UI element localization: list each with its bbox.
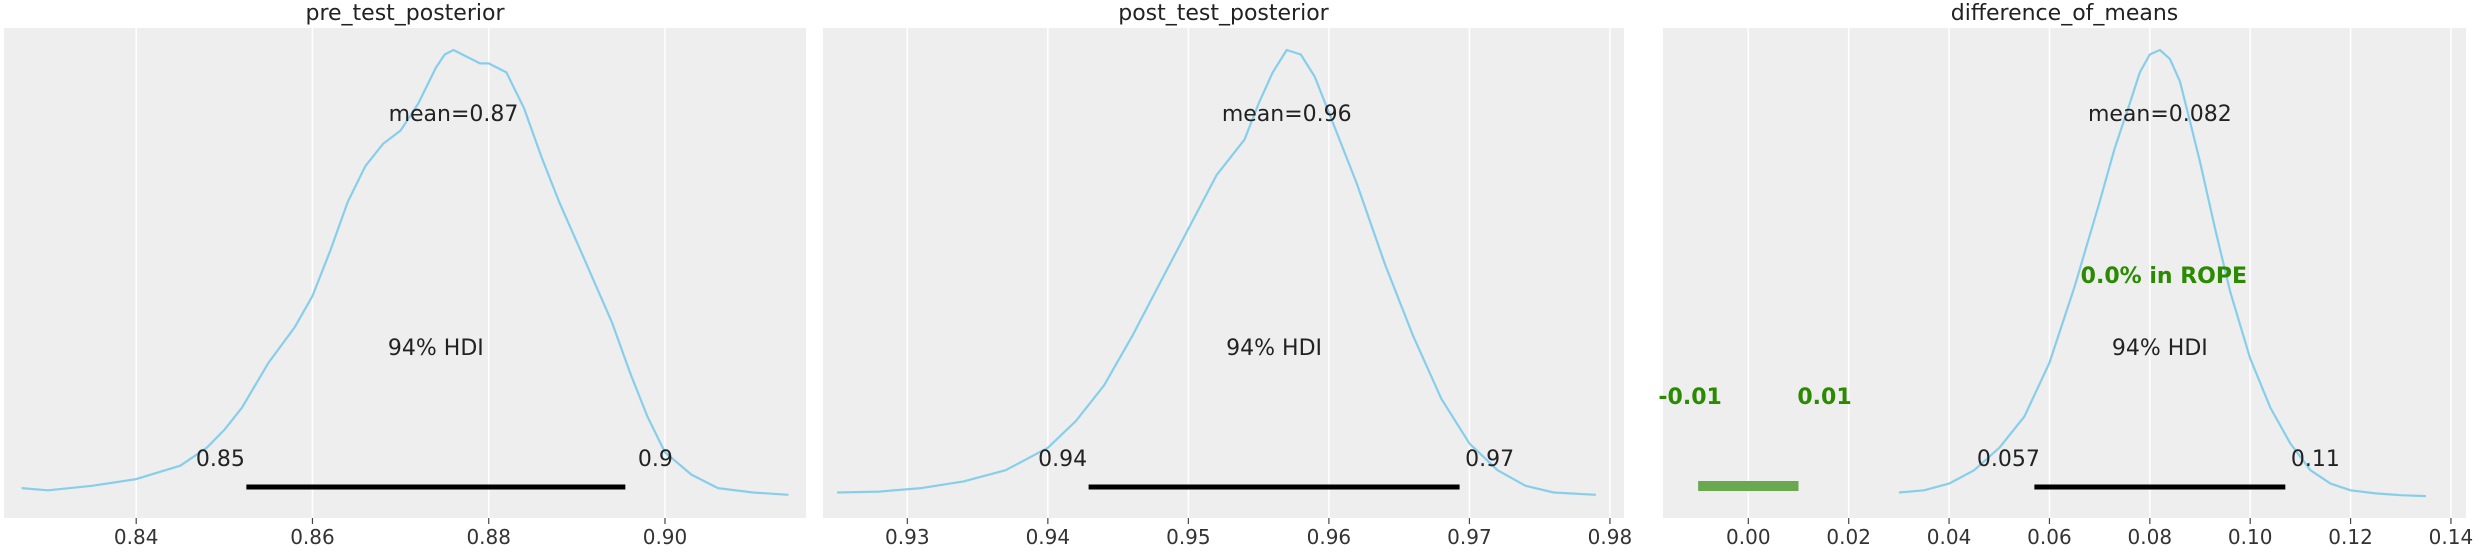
- panel-pre_test_posterior: pre_test_posterior 0.84 0.86 0.88 0.90 0.85 0.…: [4, 1, 806, 549]
- panel-title: difference_of_means: [1951, 1, 2179, 26]
- hdi-low-label: 0.057: [1977, 447, 2040, 472]
- panel-title: post_test_posterior: [1118, 1, 1329, 26]
- x-tick-label: 0.98: [1588, 525, 1633, 549]
- x-tick-label: 0.96: [1307, 525, 1352, 549]
- density-curve: [21, 48, 789, 496]
- x-tick-label: 0.12: [2328, 525, 2373, 549]
- x-tick-label: 0.00: [1726, 525, 1771, 549]
- x-tick-label: 0.97: [1447, 525, 1492, 549]
- hdi-label: 94% HDI: [2112, 336, 2208, 361]
- x-tick-label: 0.94: [1026, 525, 1071, 549]
- x-tick-label: 0.14: [2429, 525, 2474, 549]
- panel-post_test_posterior: post_test_posterior 0.93 0.94 0.95 0.96 0.97 0…: [823, 1, 1632, 549]
- x-tick-label: 0.88: [466, 525, 511, 549]
- panel-title: pre_test_posterior: [305, 1, 505, 26]
- panel-difference_of_means: difference_of_means 0.00 0.02 0.04 0.06 0.08 0…: [1658, 1, 2473, 549]
- x-tick-label: 0.84: [114, 525, 159, 549]
- x-tick-label: 0.06: [2027, 525, 2072, 549]
- hdi-high-label: 0.11: [2291, 447, 2340, 472]
- x-tick-label: 0.90: [643, 525, 688, 549]
- x-tick-label: 0.04: [1927, 525, 1972, 549]
- x-tick-label: 0.10: [2228, 525, 2273, 549]
- x-tick-label: 0.86: [290, 525, 335, 549]
- x-tick-label: 0.95: [1166, 525, 1211, 549]
- x-tick-label: 0.93: [885, 525, 930, 549]
- plot-background: [823, 28, 1624, 518]
- hdi-label: 94% HDI: [388, 336, 484, 361]
- plot-background: [1663, 28, 2466, 518]
- plot-background: [4, 28, 806, 518]
- hdi-high-label: 0.9: [638, 447, 673, 472]
- hdi-label: 94% HDI: [1226, 336, 1322, 361]
- rope-high-label: 0.01: [1797, 385, 1851, 410]
- x-tick-label: 0.02: [1826, 525, 1871, 549]
- x-tick-label: 0.08: [2128, 525, 2173, 549]
- hdi-low-label: 0.85: [196, 447, 245, 472]
- mean-label: mean=0.87: [389, 102, 519, 127]
- hdi-low-label: 0.94: [1038, 447, 1087, 472]
- density-curve: [1898, 48, 2426, 498]
- rope-percent-label: 0.0% in ROPE: [2081, 264, 2247, 289]
- mean-label: mean=0.082: [2088, 102, 2232, 127]
- density-curve: [837, 48, 1596, 496]
- rope-low-label: -0.01: [1658, 385, 1721, 410]
- mean-label: mean=0.96: [1222, 102, 1352, 127]
- hdi-high-label: 0.97: [1465, 447, 1514, 472]
